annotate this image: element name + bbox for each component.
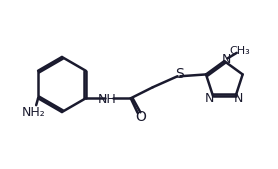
Text: CH₃: CH₃: [229, 46, 250, 56]
Text: N: N: [222, 53, 231, 66]
Text: NH₂: NH₂: [22, 105, 46, 118]
Text: S: S: [175, 67, 184, 81]
Text: N: N: [234, 92, 243, 105]
Text: NH: NH: [98, 93, 117, 106]
Text: O: O: [135, 110, 146, 124]
Text: N: N: [205, 92, 214, 105]
